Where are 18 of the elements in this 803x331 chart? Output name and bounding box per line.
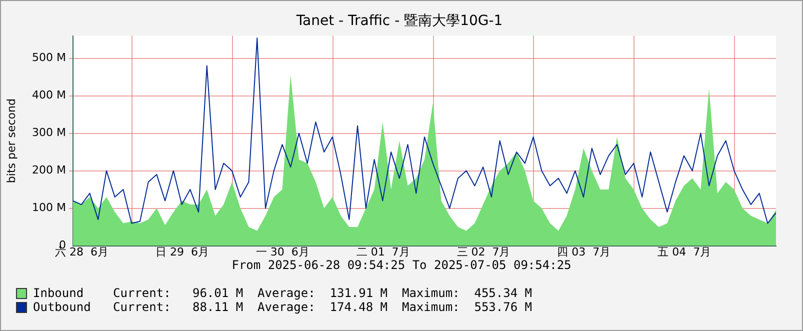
- text: Current: 96.01 M Average: 131.91 M Maximum: 455.34 M: [113, 286, 532, 300]
- y-tick-label: 400 M: [32, 88, 66, 102]
- y-tick-label: 200 M: [32, 164, 66, 177]
- x-tick-label: 四 03 7月: [557, 245, 611, 258]
- x-tick-label: 二 01 7月: [356, 245, 410, 258]
- y-axis-title: bits per second: [5, 98, 18, 184]
- x-tick-label: 一 30 6月: [256, 245, 310, 258]
- x-tick-label: 日 29 6月: [155, 245, 209, 258]
- x-tick-label: 五 04 7月: [658, 245, 712, 258]
- y-tick-label: 500 M: [32, 51, 66, 64]
- legend-label: Outbound: [33, 300, 92, 314]
- text: Current: 88.11 M Average: 174.48 M Maximum: 553.76 M: [113, 300, 532, 314]
- x-axis-title: From 2025-06-28 09:54:25 To 2025-07-05 09:54:25: [230, 258, 572, 272]
- legend-label: Inbound: [33, 286, 85, 300]
- y-tick-label: 100 M: [32, 201, 66, 214]
- chart-title: Tanet - Traffic - 暨南大學10G-1: [295, 13, 503, 30]
- y-tick-label: 300 M: [32, 126, 66, 140]
- x-tick-label: 三 02 7月: [456, 245, 510, 258]
